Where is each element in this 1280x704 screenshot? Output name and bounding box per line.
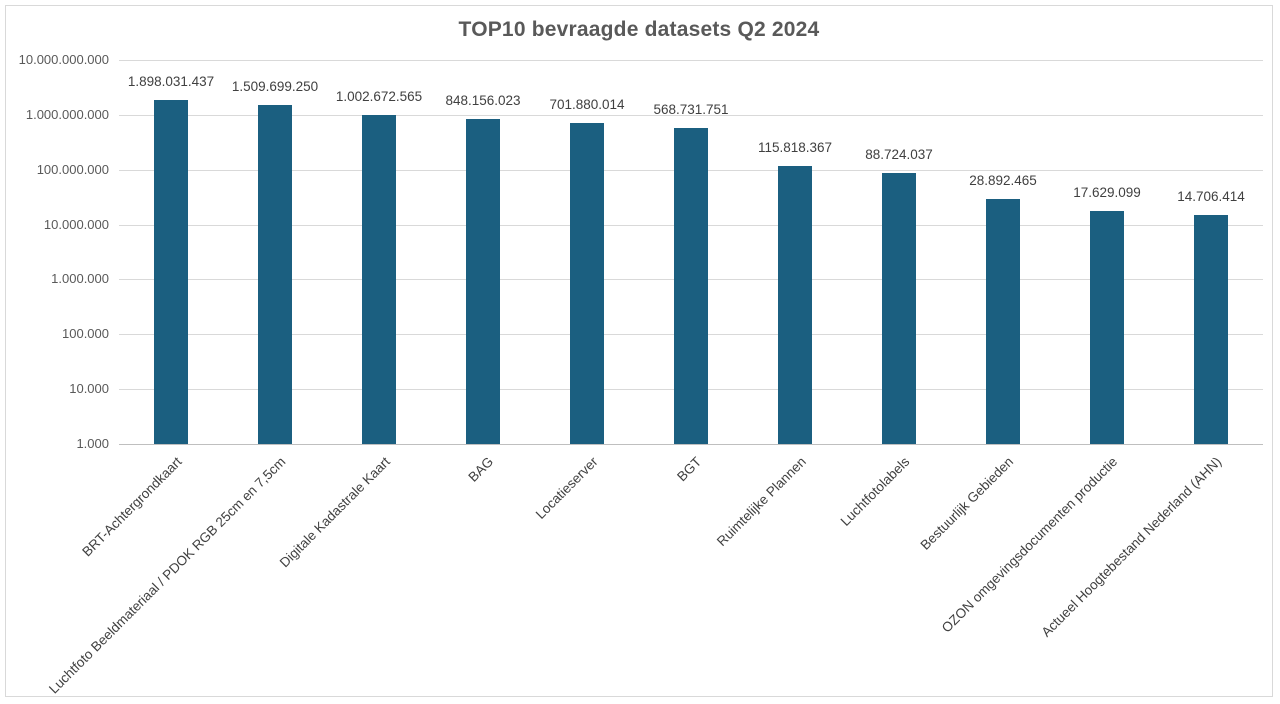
bar-value-label: 88.724.037 — [865, 146, 933, 162]
y-axis-tick-label: 1.000 — [76, 436, 109, 451]
bar-value-label: 848.156.023 — [445, 92, 521, 108]
x-axis-category-label: Luchtfoto Beeldmateriaal / PDOK RGB 25cm… — [46, 454, 289, 697]
x-axis-category-label: Ruimtelijke Plannen — [713, 454, 809, 549]
bar-value-label: 568.731.751 — [653, 102, 729, 118]
bar-value-label: 14.706.414 — [1177, 189, 1245, 205]
x-axis-category-label: Locatieserver — [532, 454, 601, 522]
y-axis-tick-label: 10.000.000 — [43, 216, 109, 232]
bar — [778, 166, 812, 444]
bar — [1194, 215, 1228, 444]
x-axis-category-label: Digitale Kadastrale Kaart — [276, 454, 393, 571]
y-axis-tick-label: 100.000.000 — [36, 161, 109, 177]
chart-title: TOP10 bevraagde datasets Q2 2024 — [458, 18, 820, 41]
bar-value-label: 1.509.699.250 — [231, 79, 319, 95]
x-axis-category-label: Luchtfotolabels — [837, 454, 913, 529]
x-axis-category-label: BRT-Achtergrondkaart — [79, 454, 185, 560]
gridline — [119, 60, 1263, 61]
bar — [466, 118, 500, 444]
x-axis-line — [119, 444, 1263, 445]
bar — [1090, 211, 1124, 444]
bar-value-label: 1.002.672.565 — [335, 88, 423, 104]
x-axis-category-label: Actueel Hoogtebestand Nederland (AHN) — [1038, 454, 1225, 640]
y-axis-tick-label: 1.000.000.000 — [25, 106, 109, 122]
y-axis-tick-label: 10.000.000.000 — [18, 52, 109, 67]
bar-value-label: 701.880.014 — [549, 97, 625, 113]
y-axis-tick-label: 100.000 — [62, 326, 109, 342]
bar — [986, 199, 1020, 444]
bar-value-label: 1.898.031.437 — [127, 73, 215, 89]
bar — [362, 114, 396, 444]
x-axis-category-label: OZON omgevingsdocumenten productie — [939, 454, 1121, 636]
bar — [882, 172, 916, 444]
x-axis-category-label: BGT — [674, 454, 705, 485]
bar-value-label: 115.818.367 — [757, 140, 833, 156]
x-axis-category-label: Bestuurlijk Gebieden — [917, 454, 1017, 553]
bar — [154, 99, 188, 444]
bar-value-label: 28.892.465 — [969, 173, 1037, 189]
y-axis-tick-label: 1.000.000 — [51, 271, 109, 287]
bar — [674, 128, 708, 444]
x-axis-category-label: BAG — [465, 454, 497, 485]
y-axis-tick-label: 10.000 — [69, 381, 109, 397]
bar — [258, 105, 292, 444]
bar — [570, 123, 604, 444]
plot-area: 10.000.000.000 1.000.000.000 100.000.000 10… — [6, 6, 1272, 696]
bar-value-label: 17.629.099 — [1073, 185, 1141, 201]
chart-frame: TOP10 bevraagde datasets Q2 2024 10.000.… — [5, 5, 1273, 697]
gridline — [119, 114, 1263, 116]
